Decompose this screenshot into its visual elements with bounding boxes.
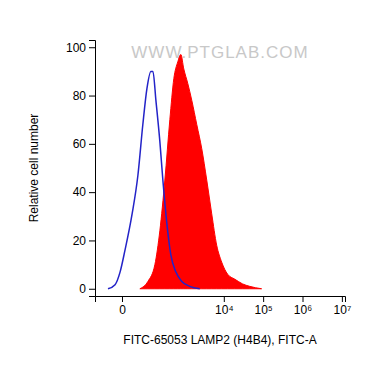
x-tick-mark	[263, 296, 264, 302]
chart: WWW.PTGLAB.COM 0 10⁴ 10⁵ 10⁶ 10⁷ 0 20 40 60 80 100 F…	[0, 0, 370, 365]
y-tick-mark	[89, 96, 95, 97]
x-tick-label: 10⁶	[294, 303, 312, 317]
y-tick-label: 80	[73, 89, 87, 103]
y-tick: 100	[66, 41, 95, 55]
y-tick-mark	[89, 240, 95, 241]
x-tick: 0	[119, 296, 126, 317]
x-tick-label: 10⁴	[215, 303, 234, 317]
y-tick-mark	[89, 289, 95, 290]
y-tick-label: 0	[79, 282, 86, 296]
x-tick-mark	[303, 296, 304, 302]
y-tick-label: 60	[73, 137, 87, 151]
x-axis-line	[96, 297, 346, 303]
y-tick-label: 20	[73, 234, 87, 248]
y-tick: 40	[73, 185, 95, 199]
x-tick-label: 10⁷	[334, 303, 352, 317]
x-tick-mark	[342, 296, 343, 302]
y-tick-mark	[89, 192, 95, 193]
x-tick-label: 0	[119, 303, 126, 317]
x-tick-mark	[122, 296, 123, 302]
y-axis-title: Relative cell number	[27, 114, 41, 223]
y-tick: 60	[73, 137, 95, 151]
y-tick: 20	[73, 234, 95, 248]
plot-area	[108, 54, 262, 288]
y-tick-mark	[89, 47, 95, 48]
x-tick: 10⁵	[254, 296, 272, 317]
x-tick-mark	[224, 296, 225, 302]
y-tick-label: 40	[73, 185, 87, 199]
y-tick: 0	[79, 282, 95, 296]
x-tick: 10⁴	[215, 296, 234, 317]
watermark: WWW.PTGLAB.COM	[131, 43, 308, 62]
x-tick: 10⁶	[294, 296, 312, 317]
x-axis-title: FITC-65053 LAMP2 (H4B4), FITC-A	[123, 333, 316, 347]
histogram-line	[108, 71, 200, 288]
x-axis: 0 10⁴ 10⁵ 10⁶ 10⁷	[96, 296, 352, 317]
y-axis-line	[89, 41, 96, 297]
x-tick: 10⁷	[334, 296, 352, 317]
x-tick-label: 10⁵	[254, 303, 272, 317]
y-tick-mark	[89, 144, 95, 145]
y-tick-label: 100	[66, 41, 86, 55]
y-axis: 0 20 40 60 80 100	[66, 41, 96, 297]
histogram-area	[140, 54, 262, 288]
y-tick: 80	[73, 89, 95, 103]
